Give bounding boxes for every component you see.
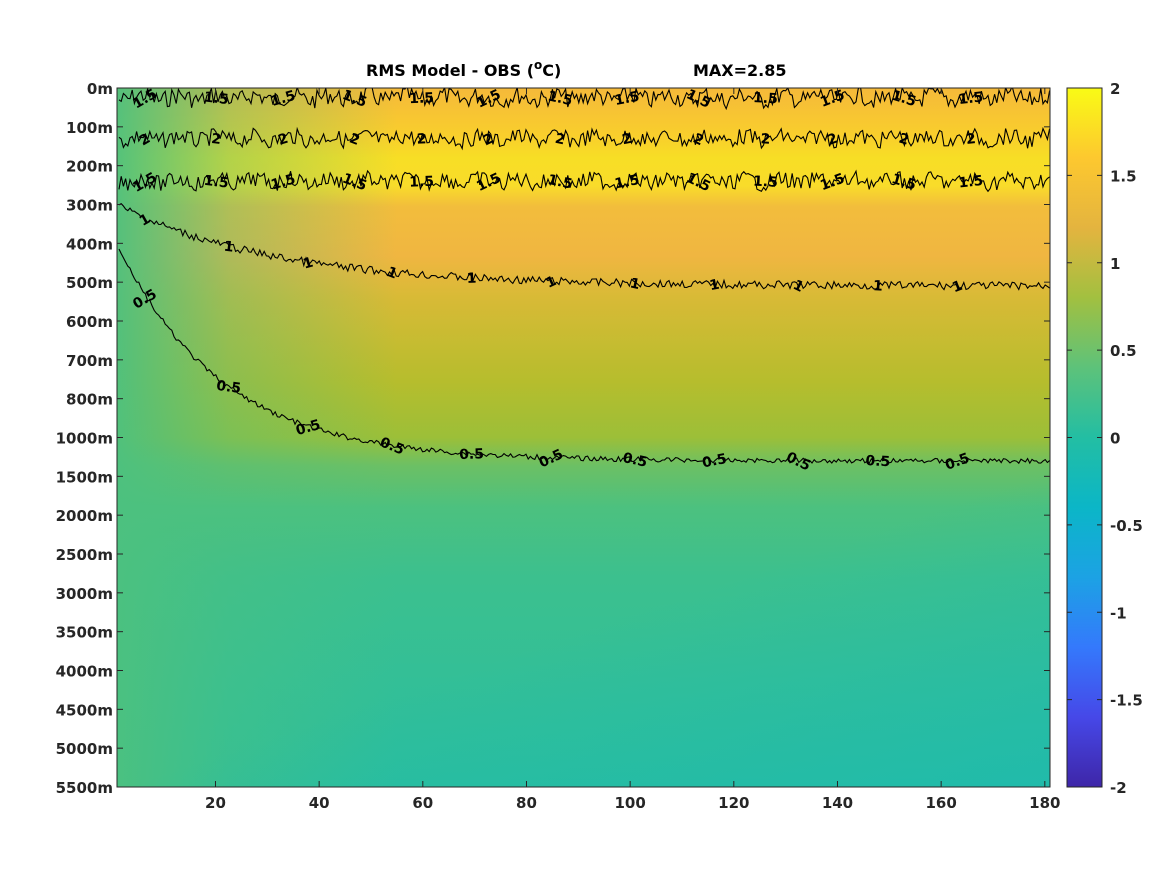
contour-line <box>118 203 1050 291</box>
contour-label: 1 <box>708 277 721 295</box>
contour-label: 0.5 <box>621 450 649 471</box>
colorbar-fill <box>1066 87 1103 788</box>
contour-label: 1.5 <box>203 173 230 192</box>
y-tick-label: 100m <box>66 119 113 137</box>
colorbar-ticks: 2 1.5 1 0.5 0 -0.5 -1 -1.5 -2 <box>1067 80 1143 797</box>
contour-label: 1.5 <box>546 88 574 109</box>
contour-label: 0.5 <box>459 446 484 463</box>
contour-label: 1.5 <box>613 172 640 192</box>
x-tick-label: 120 <box>718 794 749 812</box>
contour-label: 1 <box>873 278 884 294</box>
contour-label: 1.5 <box>269 88 297 110</box>
y-tick-label: 1000m <box>56 430 113 448</box>
y-tick-label: 2000m <box>56 507 113 525</box>
contour-label: 1.5 <box>409 174 434 191</box>
contour-label: 1.5 <box>890 171 918 194</box>
colorbar-tick-label: -1 <box>1110 604 1127 622</box>
y-tick-label: 3500m <box>56 624 113 642</box>
contour-line <box>118 126 1050 151</box>
contour-label: 2 <box>760 131 771 147</box>
y-tick-label: 4500m <box>56 701 113 719</box>
colorbar-tick-label: 0.5 <box>1110 342 1137 360</box>
x-tick-label: 60 <box>412 794 433 812</box>
contour-label: 2 <box>416 131 426 147</box>
contour-line <box>118 169 1050 193</box>
contour-label: 2 <box>554 131 567 149</box>
colorbar-tick-label: -2 <box>1110 779 1127 797</box>
contour-label: 1.5 <box>753 174 779 191</box>
x-tick-label: 40 <box>309 794 330 812</box>
y-tick-label: 600m <box>66 313 113 331</box>
x-axis: 20 40 60 80 100 120 140 160 180 <box>205 88 1060 812</box>
contour-line <box>118 88 1050 111</box>
x-tick-label: 160 <box>925 794 956 812</box>
x-tick-label: 20 <box>205 794 226 812</box>
y-tick-label: 2500m <box>56 546 113 564</box>
x-tick-label: 140 <box>822 794 853 812</box>
contour-label: 1 <box>466 271 476 287</box>
contour-label: 1 <box>223 239 235 256</box>
contour-label: 1.5 <box>890 88 918 111</box>
contour-label: 1.5 <box>269 171 297 193</box>
contour-label: 0.5 <box>865 453 891 470</box>
contour-label: 0.5 <box>943 450 972 474</box>
colorbar-tick-label: -0.5 <box>1110 517 1143 535</box>
colorbar-tick-label: 1 <box>1110 255 1120 273</box>
contour-line <box>118 248 1050 465</box>
y-tick-label: 1500m <box>56 468 113 486</box>
y-tick-label: 500m <box>66 274 113 292</box>
y-tick-label: 5000m <box>56 740 113 758</box>
contour-label: 2 <box>621 131 634 149</box>
y-tick-label: 300m <box>66 197 113 215</box>
y-tick-label: 200m <box>66 158 113 176</box>
colorbar-tick-label: 0 <box>1110 430 1120 448</box>
y-tick-label: 800m <box>66 391 113 409</box>
contour-label: 1.5 <box>203 89 230 108</box>
max-label: MAX=2.85 <box>693 61 787 80</box>
y-tick-label: 4000m <box>56 663 113 681</box>
y-tick-label: 0m <box>87 80 113 98</box>
x-tick-label: 100 <box>614 794 645 812</box>
colorbar: 2 1.5 1 0.5 0 -0.5 -1 -1.5 -2 <box>1066 80 1143 797</box>
contour-label: 1.5 <box>958 89 984 108</box>
contour-label: 2 <box>210 131 222 148</box>
contour-label: 1.5 <box>409 90 434 107</box>
contour-label: 1.5 <box>546 172 574 193</box>
y-tick-label: 3000m <box>56 585 113 603</box>
contour-label: 0.5 <box>701 451 728 471</box>
contour-label: 0.5 <box>215 378 242 397</box>
contour-label: 1 <box>628 275 641 293</box>
x-tick-label: 180 <box>1029 794 1060 812</box>
colorbar-tick-label: 2 <box>1110 80 1120 98</box>
contour-label: 1.5 <box>958 173 984 192</box>
y-tick-label: 700m <box>66 352 113 370</box>
x-tick-label: 80 <box>516 794 537 812</box>
colorbar-tick-label: 1.5 <box>1110 167 1137 185</box>
chart-title: RMS Model - OBS (oC) <box>366 58 561 80</box>
colorbar-tick-label: -1.5 <box>1110 692 1143 710</box>
contour-label: 2 <box>965 131 976 148</box>
contour-label: 2 <box>276 131 290 149</box>
contour-label: 0.5 <box>294 417 322 439</box>
contour-label: 2 <box>897 131 911 149</box>
y-tick-label: 400m <box>66 235 113 253</box>
heatmap-deep-shading <box>117 470 1050 787</box>
contour-label: 1.5 <box>818 171 847 195</box>
y-axis: 0m100m200m300m400m500m600m700m800m1000m1… <box>56 80 1050 797</box>
contour-label: 1 <box>301 255 315 273</box>
contour-label: 1.5 <box>613 89 640 109</box>
y-tick-label: 5500m <box>56 779 113 797</box>
contour-label: 1.5 <box>753 90 779 107</box>
plot-area: 1.5 1.5 1.5 1.5 1.5 1.5 1.5 1.5 1.5 1.5 1.5 1.5 1.5 2… <box>117 88 1050 787</box>
